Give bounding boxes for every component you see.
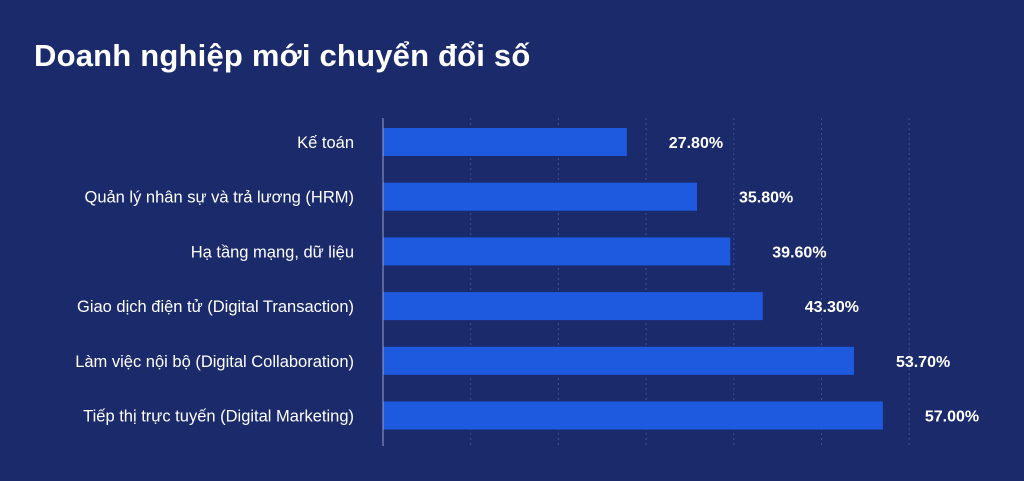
category-label: Kế toán	[297, 134, 354, 152]
category-label: Tiếp thị trực tuyến (Digital Marketing)	[83, 408, 354, 426]
category-labels: Kế toán Quản lý nhân sự và trả lương (HRM…	[75, 134, 354, 426]
category-label: Hạ tầng mạng, dữ liệu	[191, 243, 354, 261]
value-labels: 27.80% 35.80% 39.60% 43.30% 53.70% 57.00%	[669, 135, 979, 426]
bars	[383, 128, 883, 430]
value-label: 39.60%	[772, 244, 826, 261]
bar	[383, 128, 627, 156]
gridlines	[470, 118, 910, 446]
bar	[383, 401, 883, 430]
value-label: 53.70%	[896, 354, 950, 371]
value-label: 57.00%	[925, 409, 979, 426]
category-label: Giao dịch điện tử (Digital Transaction)	[77, 298, 354, 316]
bar	[383, 237, 731, 266]
bar	[383, 182, 697, 211]
chart-title: Doanh nghiệp mới chuyển đổi số	[34, 38, 531, 73]
value-label: 35.80%	[739, 190, 793, 207]
category-label: Làm việc nội bộ (Digital Collaboration)	[75, 353, 354, 371]
value-label: 43.30%	[805, 299, 859, 316]
bar	[383, 292, 763, 321]
value-label: 27.80%	[669, 135, 723, 152]
bar	[383, 346, 854, 375]
category-label: Quản lý nhân sự và trả lương (HRM)	[84, 189, 354, 207]
